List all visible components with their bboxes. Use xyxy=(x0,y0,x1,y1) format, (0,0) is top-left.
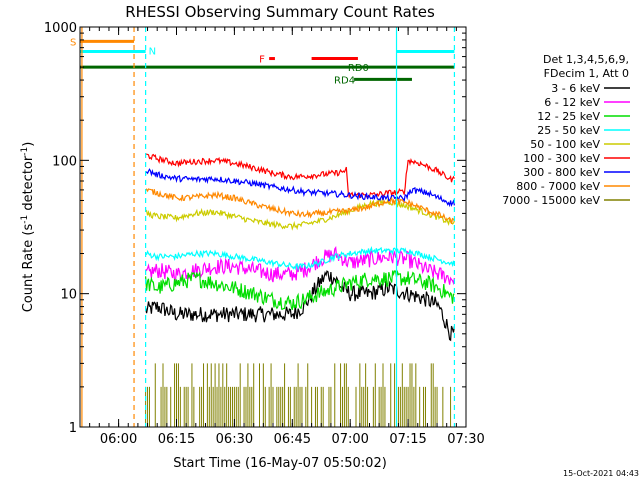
y-label-sup1: -1 xyxy=(20,215,30,224)
y-label-sup2: -1 xyxy=(20,147,30,156)
y-tick-label: 100 xyxy=(52,154,77,169)
x-axis-label: Start Time (16-May-07 05:50:02) xyxy=(173,456,387,471)
y-label-part2: detector xyxy=(21,155,36,215)
x-tick-label: 07:30 xyxy=(447,432,484,447)
series-line xyxy=(145,188,455,225)
vertical-markers xyxy=(81,27,456,427)
x-tick-label: 06:30 xyxy=(216,432,253,447)
legend-label: 7000 - 15000 keV xyxy=(502,194,600,207)
legend-label: 25 - 50 keV xyxy=(537,124,600,137)
flag-label: RD4 xyxy=(334,75,355,86)
flag-label: S xyxy=(70,37,76,48)
y-axis-label: Count Rate (s-1 detector-1) xyxy=(20,142,36,313)
x-tick-label: 07:00 xyxy=(331,432,368,447)
y-label-part3: ) xyxy=(21,142,36,147)
series-line xyxy=(145,269,455,311)
x-tick-label: 06:45 xyxy=(274,432,311,447)
x-tick-label: 07:15 xyxy=(389,432,426,447)
legend-header-1: Det 1,3,4,5,6,9, xyxy=(543,53,629,66)
flag-label: F xyxy=(259,55,265,66)
timestamp: 15-Oct-2021 04:43 xyxy=(563,469,639,478)
series-line xyxy=(145,153,455,199)
legend-label: 50 - 100 keV xyxy=(530,138,600,151)
series-line xyxy=(145,198,455,231)
legend-label: 800 - 7000 keV xyxy=(516,180,600,193)
legend-label: 300 - 800 keV xyxy=(523,166,600,179)
series-line xyxy=(145,246,455,272)
legend-label: 6 - 12 keV xyxy=(544,96,600,109)
y-axis-ticks: 1 10 100 1000 xyxy=(44,21,466,436)
y-tick-label: 1000 xyxy=(44,21,77,36)
x-tick-label: 06:15 xyxy=(158,432,195,447)
x-axis-ticks: 06:00 06:15 06:30 06:45 07:00 07:15 07:30 xyxy=(89,27,485,447)
flag-label: N xyxy=(149,47,156,58)
legend-label: 12 - 25 keV xyxy=(537,110,600,123)
legend-header-2: FDecim 1, Att 0 xyxy=(544,67,629,80)
series-line xyxy=(145,168,455,208)
chart-title: RHESSI Observing Summary Count Rates xyxy=(125,3,435,21)
legend-label: 100 - 300 keV xyxy=(523,152,600,165)
y-label-part1: Count Rate (s xyxy=(21,224,36,313)
series-lines xyxy=(145,153,455,427)
y-tick-label: 10 xyxy=(60,288,77,303)
x-tick-label: 06:00 xyxy=(100,432,137,447)
legend-label: 3 - 6 keV xyxy=(551,82,600,95)
series-line xyxy=(145,270,455,342)
y-tick-label: 1 xyxy=(69,421,77,436)
flag-label: RD0 xyxy=(348,63,369,74)
